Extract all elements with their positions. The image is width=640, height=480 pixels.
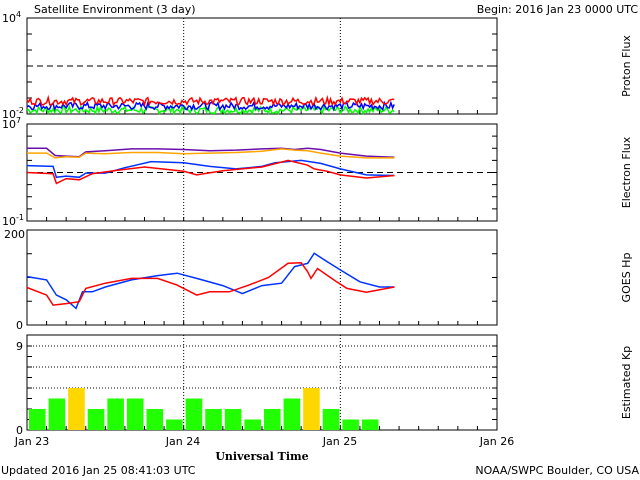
y-tick-label: 0 (16, 319, 23, 332)
y-tick-label: 0 (16, 424, 23, 437)
kp-bar (303, 388, 320, 430)
kp-bar (185, 398, 203, 430)
hp-series-blue (26, 252, 395, 310)
kp-bar (205, 409, 222, 430)
y-tick-label: 9 (16, 340, 23, 353)
proton-series-red (26, 94, 395, 108)
kp-bar (224, 409, 242, 430)
y-tick-label: 104 (2, 10, 21, 25)
y-axis-label: Electron Flux (620, 136, 633, 208)
y-axis-label: Estimated Kp (620, 346, 633, 419)
kp-bar (342, 419, 359, 430)
kp-bar (68, 388, 85, 430)
panel-frame (26, 229, 498, 326)
kp-bar (107, 398, 124, 430)
kp-bar (48, 398, 66, 430)
electron-series-red (26, 159, 395, 185)
begin-time: Begin: 2016 Jan 23 0000 UTC (477, 3, 639, 16)
y-tick-label: 10-1 (2, 213, 24, 228)
kp-bar (126, 398, 144, 430)
chart-title: Satellite Environment (3 day) (34, 3, 196, 16)
y-tick-label: 107 (2, 116, 21, 131)
kp-bar (166, 419, 183, 430)
kp-bar (29, 409, 46, 430)
updated-time: Updated 2016 Jan 25 08:41:03 UTC (1, 464, 196, 477)
proton-series-green (26, 103, 395, 116)
electron-series-blue (26, 159, 395, 179)
kp-bar (264, 409, 281, 430)
x-tick-label: Jan 23 (14, 435, 49, 448)
kp-bar (87, 409, 105, 430)
x-tick-label: Jan 25 (322, 435, 357, 448)
x-tick-label: Jan 24 (165, 435, 200, 448)
y-tick-label: 10-2 (2, 106, 24, 121)
proton-series-blue (26, 100, 395, 112)
y-axis-label: Proton Flux (620, 35, 633, 97)
x-tick-label: Jan 26 (479, 435, 514, 448)
x-axis-label: Universal Time (215, 450, 308, 463)
electron-series-orange (27, 148, 395, 159)
hp-series-red (26, 262, 395, 306)
kp-bar (283, 398, 301, 430)
y-axis-label: GOES Hp (620, 253, 633, 303)
kp-bar (146, 409, 164, 430)
kp-bar (244, 419, 261, 430)
y-tick-label: 200 (4, 228, 25, 241)
kp-bar (322, 409, 340, 430)
kp-bar (361, 419, 379, 430)
credit: NOAA/SWPC Boulder, CO USA (475, 464, 639, 477)
